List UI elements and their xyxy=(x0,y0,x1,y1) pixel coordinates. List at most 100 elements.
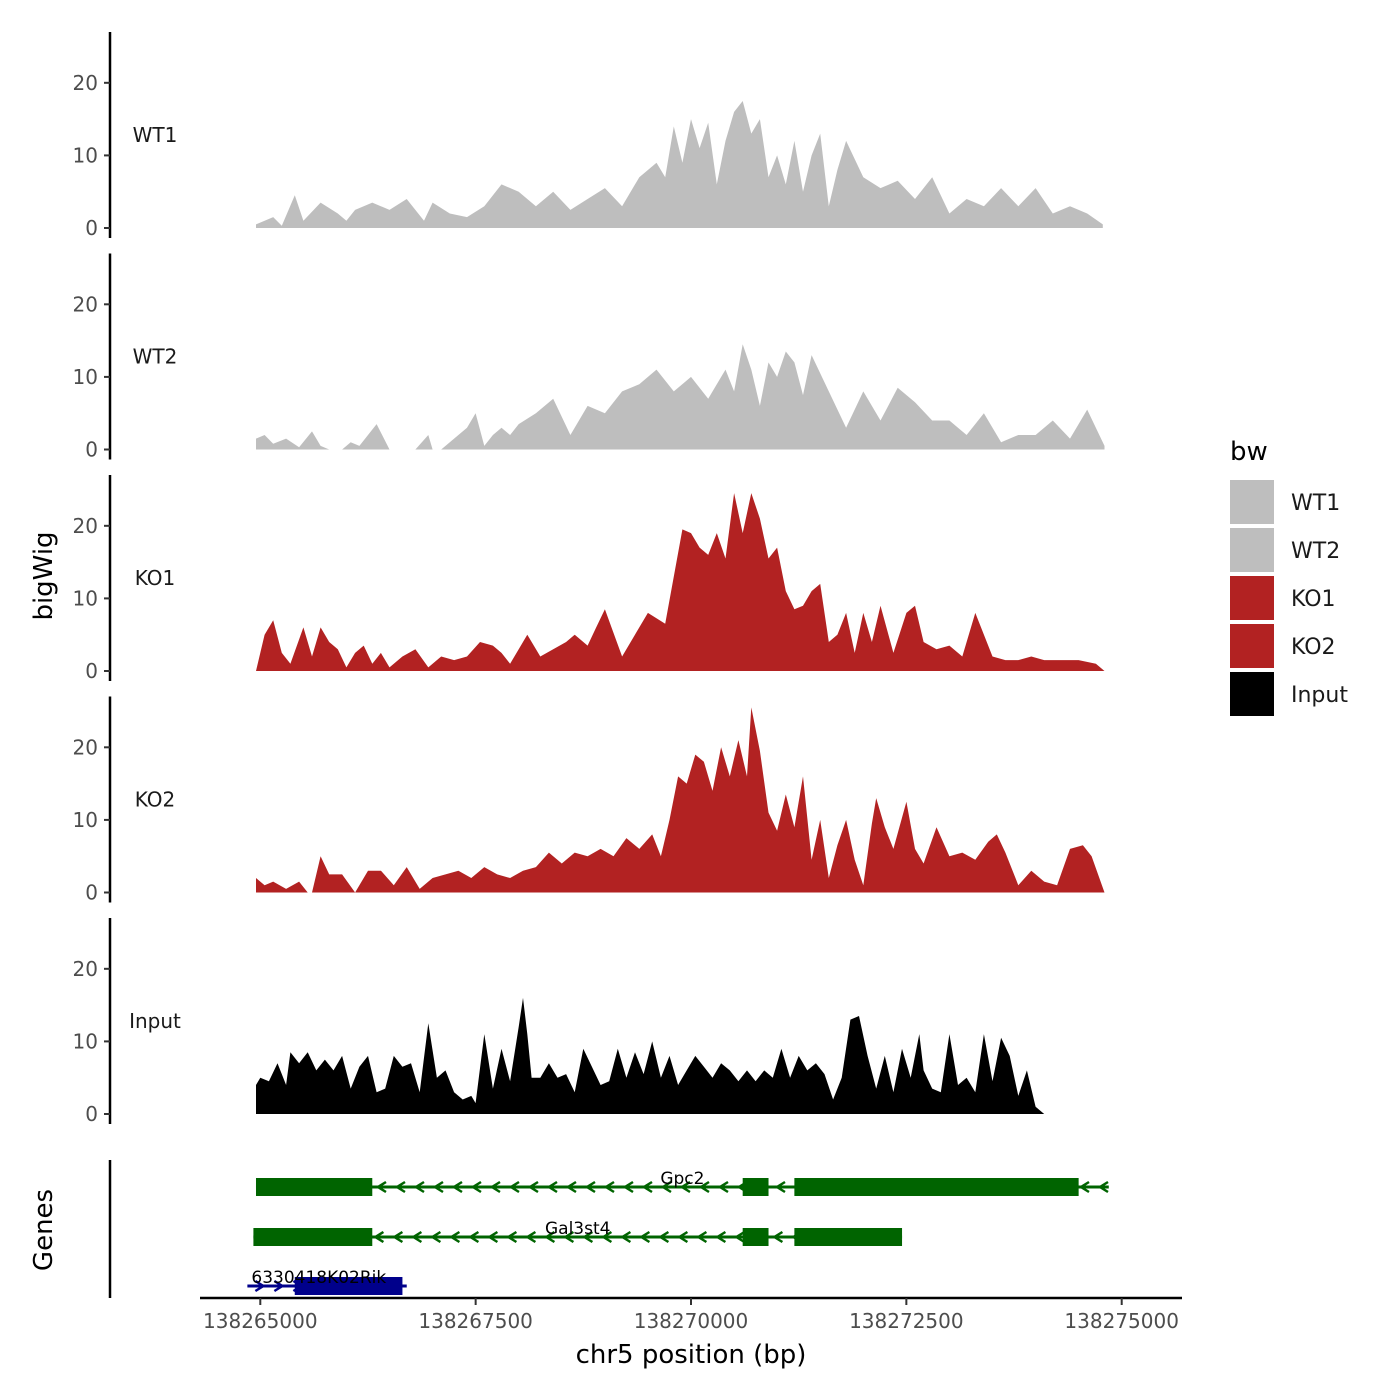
x-axis: 138265000 138267500 138270000 138272500 1382… xyxy=(200,1296,1182,1333)
chevron-left-icon xyxy=(546,1180,558,1194)
y-tick-label: 10 xyxy=(73,143,98,167)
y-tick-label: 0 xyxy=(85,216,98,240)
gene-label: Gpc2 xyxy=(660,1169,704,1189)
chevron-left-icon xyxy=(620,1230,632,1244)
x-tick-label: 138267500 xyxy=(418,1309,533,1333)
gene-exon xyxy=(742,1228,769,1246)
chevron-left-icon xyxy=(679,1180,691,1194)
chevron-left-icon xyxy=(563,1230,575,1244)
chevron-left-icon xyxy=(373,1230,385,1244)
chevron-left-icon xyxy=(717,1180,729,1194)
chevron-left-icon xyxy=(1078,1180,1090,1194)
chevron-left-icon xyxy=(413,1180,425,1194)
chevron-left-icon xyxy=(603,1180,615,1194)
chevron-left-icon xyxy=(696,1230,708,1244)
legend-swatch xyxy=(1230,480,1274,524)
x-tick-label: 138270000 xyxy=(634,1309,749,1333)
chevron-left-icon xyxy=(1097,1180,1109,1194)
chevron-right-icon xyxy=(254,1279,266,1293)
gene-model: Gpc2 xyxy=(255,1169,1109,1196)
track-panel-wt2: 0 10 20 WT2 xyxy=(73,253,1105,462)
chevron-left-icon xyxy=(432,1180,444,1194)
chevron-left-icon xyxy=(392,1230,404,1244)
track-label: WT1 xyxy=(133,123,178,147)
gene-exon xyxy=(742,1178,769,1196)
x-tick-label: 138272500 xyxy=(849,1309,964,1333)
gene-exon xyxy=(255,1178,373,1196)
track-label: WT2 xyxy=(133,345,178,369)
y-axis-title: bigWig xyxy=(29,531,59,620)
chevron-left-icon xyxy=(584,1180,596,1194)
tracks-layer: 0 10 20 WT1 0 10 20 WT2 0 10 20 KO1 0 10 20 KO2 0 10 20 Inp… xyxy=(73,32,1105,1126)
y-tick-label: 0 xyxy=(85,881,98,905)
y-tick-label: 0 xyxy=(85,1102,98,1126)
chevron-left-icon xyxy=(677,1230,689,1244)
chevron-left-icon xyxy=(375,1180,387,1194)
signal-area-ko2 xyxy=(256,707,1105,893)
gene-model: Gal3st4 xyxy=(253,1219,903,1246)
chevron-left-icon xyxy=(430,1230,442,1244)
track-panel-ko2: 0 10 20 KO2 xyxy=(73,696,1105,905)
chevron-left-icon xyxy=(451,1180,463,1194)
y-tick-label: 10 xyxy=(73,365,98,389)
legend-swatch xyxy=(1230,528,1274,572)
track-label: Input xyxy=(129,1009,181,1033)
chevron-left-icon xyxy=(487,1230,499,1244)
legend-label: KO1 xyxy=(1291,587,1336,612)
genes-panel: Gpc2 Gal3st4 6330418K02Rik xyxy=(108,1160,1109,1298)
chevron-left-icon xyxy=(527,1180,539,1194)
y-tick-label: 10 xyxy=(73,586,98,610)
legend-items: WT1 WT2 KO1 KO2 Input xyxy=(1230,480,1348,716)
y-tick-label: 20 xyxy=(73,292,98,316)
genes-panel-title: Genes xyxy=(29,1189,59,1271)
x-tick-label: 138265000 xyxy=(203,1309,318,1333)
track-panel-input: 0 10 20 Input xyxy=(73,918,1103,1126)
y-tick-label: 20 xyxy=(73,957,98,981)
chevron-left-icon xyxy=(622,1180,634,1194)
chevron-left-icon xyxy=(508,1180,520,1194)
chevron-left-icon xyxy=(774,1180,786,1194)
gene-exon xyxy=(794,1228,903,1246)
y-tick-label: 10 xyxy=(73,808,98,832)
legend-swatch xyxy=(1230,624,1274,668)
chevron-left-icon xyxy=(544,1230,556,1244)
y-tick-label: 10 xyxy=(73,1029,98,1053)
signal-area-wt1 xyxy=(256,101,1103,228)
y-tick-label: 0 xyxy=(85,659,98,683)
chevron-right-icon xyxy=(273,1279,285,1293)
chevron-left-icon xyxy=(772,1230,784,1244)
track-label: KO2 xyxy=(135,788,176,812)
chevron-left-icon xyxy=(525,1230,537,1244)
chevron-left-icon xyxy=(411,1230,423,1244)
chevron-left-icon xyxy=(489,1180,501,1194)
track-panel-ko1: 0 10 20 KO1 xyxy=(73,475,1105,683)
legend-label: Input xyxy=(1291,683,1348,708)
chevron-left-icon xyxy=(639,1230,651,1244)
chevron-left-icon xyxy=(660,1180,672,1194)
legend-swatch xyxy=(1230,672,1274,716)
legend: bw WT1 WT2 KO1 KO2 Input xyxy=(1230,437,1348,716)
chevron-left-icon xyxy=(582,1230,594,1244)
chevron-left-icon xyxy=(641,1180,653,1194)
chevron-left-icon xyxy=(449,1230,461,1244)
gene-label: Gal3st4 xyxy=(545,1219,610,1239)
y-tick-label: 20 xyxy=(73,71,98,95)
gene-exon xyxy=(253,1228,373,1246)
gene-label: 6330418K02Rik xyxy=(251,1268,386,1288)
y-tick-label: 20 xyxy=(73,735,98,759)
legend-item-input: Input xyxy=(1230,672,1348,716)
chevron-left-icon xyxy=(394,1180,406,1194)
legend-item-ko2: KO2 xyxy=(1230,624,1336,668)
y-tick-label: 20 xyxy=(73,514,98,538)
track-panel-wt1: 0 10 20 WT1 xyxy=(73,32,1103,240)
chevron-left-icon xyxy=(658,1230,670,1244)
signal-area-input xyxy=(256,997,1103,1114)
chevron-left-icon xyxy=(468,1230,480,1244)
legend-item-wt1: WT1 xyxy=(1230,480,1340,524)
chevron-left-icon xyxy=(698,1180,710,1194)
track-label: KO1 xyxy=(135,566,176,590)
signal-area-ko1 xyxy=(256,493,1105,671)
chevron-left-icon xyxy=(715,1230,727,1244)
